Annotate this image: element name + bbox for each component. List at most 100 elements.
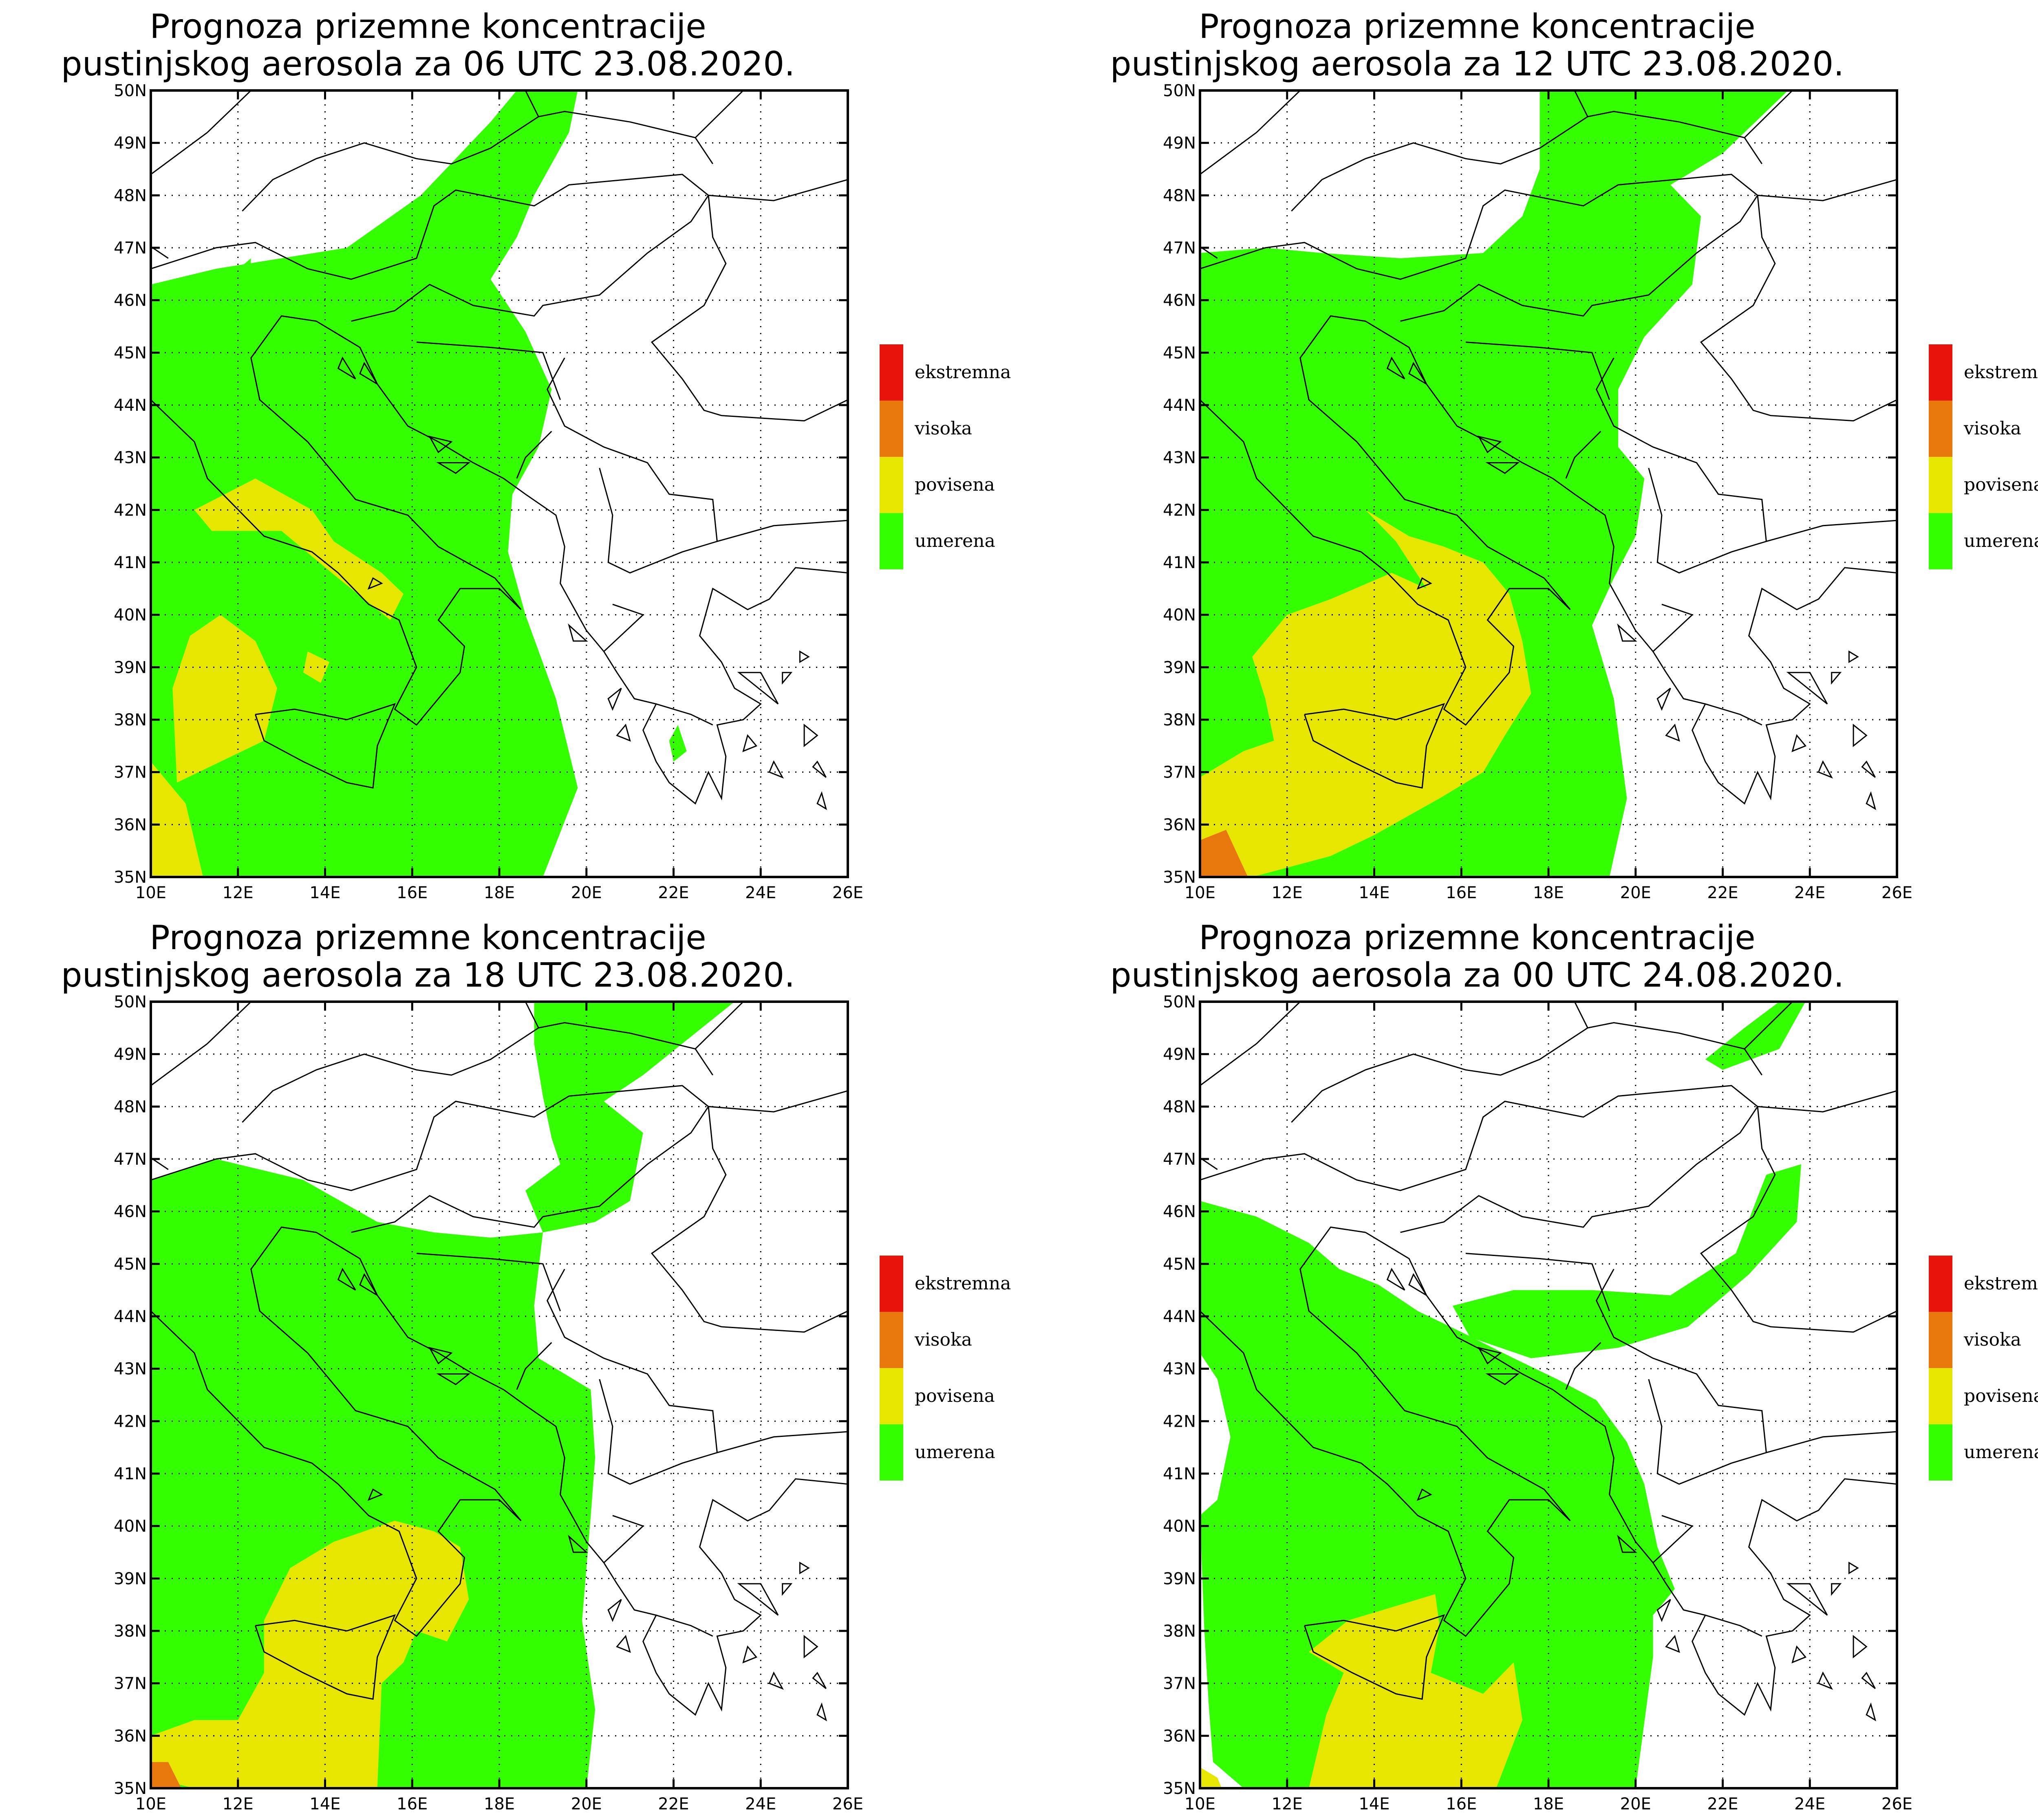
lat-tick-label: 49N <box>1163 1045 1196 1064</box>
island-outline <box>799 650 810 663</box>
lat-tick-label: 50N <box>114 82 147 100</box>
lon-tick-label: 16E <box>397 1795 428 1813</box>
lat-tick-label: 47N <box>114 1150 147 1169</box>
island-outline <box>816 1702 827 1721</box>
island-outline <box>367 1488 383 1501</box>
lat-tick-label: 37N <box>114 1675 147 1693</box>
dust-concentration-map: 10E 12E 14E 16E 18E 20E 22E 24E 26E 35N 36N 37N 38N 3… <box>114 993 1011 1813</box>
coastline-border <box>546 357 848 542</box>
island-outline <box>1831 1583 1842 1596</box>
coastline-border <box>651 1106 848 1333</box>
map-plot-area <box>1200 90 1897 877</box>
coastline-border <box>1365 1232 1897 1716</box>
lon-tick-label: 16E <box>1446 884 1477 902</box>
coastline-border <box>151 246 169 259</box>
lat-tick-label: 37N <box>1163 763 1196 782</box>
lat-tick-label: 35N <box>1163 1779 1196 1798</box>
lat-tick-label: 35N <box>114 868 147 887</box>
island-outline <box>607 1599 622 1622</box>
legend-swatch-umerena <box>1929 513 1952 569</box>
lat-tick-label: 36N <box>1163 1727 1196 1745</box>
lat-tick-label: 47N <box>114 239 147 258</box>
lon-tick-label: 24E <box>745 884 776 902</box>
legend-swatch-povisena <box>880 1368 903 1424</box>
legend-swatch-ekstremna <box>1929 1256 1952 1312</box>
coastline-border <box>1200 1157 1218 1170</box>
legend: ekstremna visoka povisena umerena <box>1929 344 2038 569</box>
island-outline <box>1656 1599 1671 1622</box>
legend-swatch-umerena <box>880 1424 903 1481</box>
legend: ekstremna visoka povisena umerena <box>1929 1256 2038 1481</box>
lat-tick-label: 48N <box>1163 186 1196 205</box>
lat-tick-label: 39N <box>114 1569 147 1588</box>
coastline-border <box>1652 1515 1694 1563</box>
island-outline <box>1791 1645 1807 1664</box>
visoka-region <box>151 1762 181 1788</box>
island-outline <box>1786 672 1828 705</box>
island-outline <box>1386 356 1405 379</box>
lat-tick-label: 49N <box>114 1045 147 1064</box>
coastline-border <box>1705 703 1762 726</box>
lat-tick-label: 39N <box>114 658 147 677</box>
lat-tick-label: 36N <box>114 1727 147 1745</box>
lat-tick-label: 36N <box>114 815 147 834</box>
island-outline <box>1617 623 1637 642</box>
island-outline <box>1665 723 1680 742</box>
lat-tick-label: 38N <box>1163 711 1196 729</box>
lon-tick-label: 18E <box>484 884 515 902</box>
legend-swatch-visoka <box>880 1312 903 1368</box>
island-outline <box>742 734 758 752</box>
coastline-border <box>316 1232 848 1716</box>
lat-tick-label: 46N <box>1163 291 1196 310</box>
lat-tick-label: 50N <box>1163 82 1196 100</box>
coastline-border <box>316 320 848 805</box>
lat-tick-label: 37N <box>114 763 147 782</box>
legend-label-visoka: visoka <box>914 1329 972 1350</box>
lat-tick-label: 45N <box>114 1255 147 1274</box>
legend-label-povisena: povisena <box>1964 1386 2038 1406</box>
lat-tick-label: 41N <box>1163 1465 1196 1483</box>
coastline-border <box>1291 110 1762 212</box>
island-outline <box>1408 1273 1427 1296</box>
lat-tick-label: 44N <box>1163 396 1196 415</box>
lat-tick-label: 43N <box>1163 449 1196 467</box>
island-outline <box>1485 1373 1520 1386</box>
legend-label-visoka: visoka <box>1963 418 2021 439</box>
coastline-border <box>525 1002 539 1028</box>
panel-title-line1: Prognoza prizemne koncentracije <box>1199 7 1756 46</box>
povisena-region <box>172 615 277 783</box>
island-outline <box>1831 672 1842 685</box>
lat-tick-label: 39N <box>1163 658 1196 677</box>
coastline-border <box>516 431 552 479</box>
coastline-border <box>599 467 717 574</box>
island-outline <box>799 1562 810 1575</box>
island-outline <box>428 1346 453 1365</box>
lat-tick-label: 42N <box>114 1412 147 1431</box>
coastline-border <box>255 703 396 789</box>
lat-tick-label: 40N <box>114 1517 147 1536</box>
coastline-border <box>1574 1002 1588 1028</box>
legend-swatch-visoka <box>880 401 903 457</box>
island-outline <box>1791 734 1807 752</box>
island-outline <box>737 1583 779 1616</box>
lon-tick-label: 20E <box>1620 1795 1651 1813</box>
coastline-border <box>603 604 644 652</box>
lat-tick-label: 42N <box>114 501 147 520</box>
povisena-region <box>151 1520 469 1788</box>
coastline-border <box>1200 90 1301 175</box>
island-outline <box>816 791 827 810</box>
legend-swatch-umerena <box>880 513 903 569</box>
island-outline <box>1386 1267 1405 1291</box>
lat-tick-label: 50N <box>114 993 147 1011</box>
legend-swatch-povisena <box>1929 1368 1952 1424</box>
lon-tick-label: 10E <box>135 1795 166 1813</box>
lat-tick-label: 35N <box>114 1779 147 1798</box>
island-outline <box>436 1373 471 1386</box>
lat-tick-label: 41N <box>114 1465 147 1483</box>
lon-tick-label: 12E <box>223 1795 254 1813</box>
umerena-region <box>1200 1201 1675 1788</box>
island-outline <box>616 1635 631 1653</box>
coastline-border <box>242 1022 713 1123</box>
coastline-border <box>1291 1022 1762 1123</box>
lat-tick-label: 48N <box>114 186 147 205</box>
